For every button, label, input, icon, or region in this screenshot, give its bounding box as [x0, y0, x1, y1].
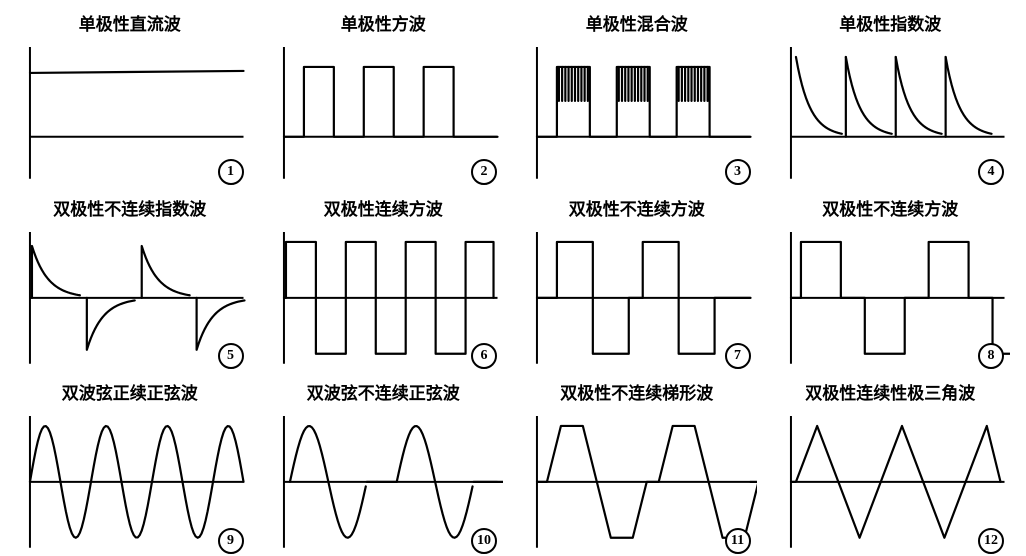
panel-title: 双波弦正续正弦波 — [62, 379, 198, 404]
waveform-path — [845, 57, 891, 134]
panel-number-badge: 10 — [471, 528, 497, 554]
waveform-plot — [264, 37, 504, 187]
waveform-plot — [771, 406, 1011, 556]
waveform-path — [283, 67, 497, 137]
panel-title: 双极性不连续梯形波 — [560, 379, 713, 404]
waveform-plot — [264, 222, 504, 372]
waveform-path — [32, 246, 80, 298]
waveform-panel-8: 双极性不连续方波8 — [771, 195, 1011, 372]
waveform-panel-9: 双波弦正续正弦波 9 — [10, 379, 250, 556]
waveform-plot — [771, 222, 1011, 372]
waveform-panel-10: 双波弦不连续正弦波 10 — [264, 379, 504, 556]
waveform-panel-12: 双极性连续性极三角波 12 — [771, 379, 1011, 556]
panel-title: 双极性连续性极三角波 — [805, 379, 975, 404]
panel-title: 单极性直流波 — [79, 10, 181, 35]
waveform-plot — [517, 37, 757, 187]
panel-title: 单极性方波 — [341, 10, 426, 35]
panel-number-badge: 1 — [218, 159, 244, 185]
waveform-path — [945, 57, 991, 134]
waveform-path — [142, 246, 190, 298]
panel-number-badge: 3 — [725, 159, 751, 185]
waveform-path — [895, 57, 941, 134]
waveform-path — [30, 71, 244, 73]
waveform-panel-6: 双极性连续方波6 — [264, 195, 504, 372]
waveform-panel-2: 单极性方波 2 — [264, 10, 504, 187]
waveform-panel-4: 单极性指数波 4 — [771, 10, 1011, 187]
panel-number-badge: 5 — [218, 343, 244, 369]
panel-title: 双极性不连续指数波 — [53, 195, 206, 220]
waveform-plot — [10, 37, 250, 187]
waveform-panel-7: 双极性不连续方波 7 — [517, 195, 757, 372]
waveform-panel-5: 双极性不连续指数波 5 — [10, 195, 250, 372]
waveform-path — [87, 298, 135, 350]
waveform-panel-3: 单极性混合波 3 — [517, 10, 757, 187]
panel-number-badge: 4 — [978, 159, 1004, 185]
waveform-path — [795, 57, 841, 134]
panel-title: 双波弦不连续正弦波 — [307, 379, 460, 404]
waveform-path — [197, 298, 245, 350]
waveform-plot — [517, 222, 757, 372]
panel-title: 双极性连续方波 — [324, 195, 443, 220]
waveform-plot — [771, 37, 1011, 187]
panel-number-badge: 9 — [218, 528, 244, 554]
waveform-panel-11: 双极性不连续梯形波 11 — [517, 379, 757, 556]
panel-number-badge: 11 — [725, 528, 751, 554]
panel-title: 单极性混合波 — [586, 10, 688, 35]
waveform-plot — [264, 406, 504, 556]
waveform-plot — [10, 222, 250, 372]
panel-title: 单极性指数波 — [839, 10, 941, 35]
waveform-plot — [10, 406, 250, 556]
panel-number-badge: 12 — [978, 528, 1004, 554]
panel-number-badge: 2 — [471, 159, 497, 185]
panel-title: 双极性不连续方波 — [822, 195, 958, 220]
panel-number-badge: 7 — [725, 343, 751, 369]
waveform-plot — [517, 406, 757, 556]
panel-title: 双极性不连续方波 — [569, 195, 705, 220]
waveform-panel-1: 单极性直流波 1 — [10, 10, 250, 187]
